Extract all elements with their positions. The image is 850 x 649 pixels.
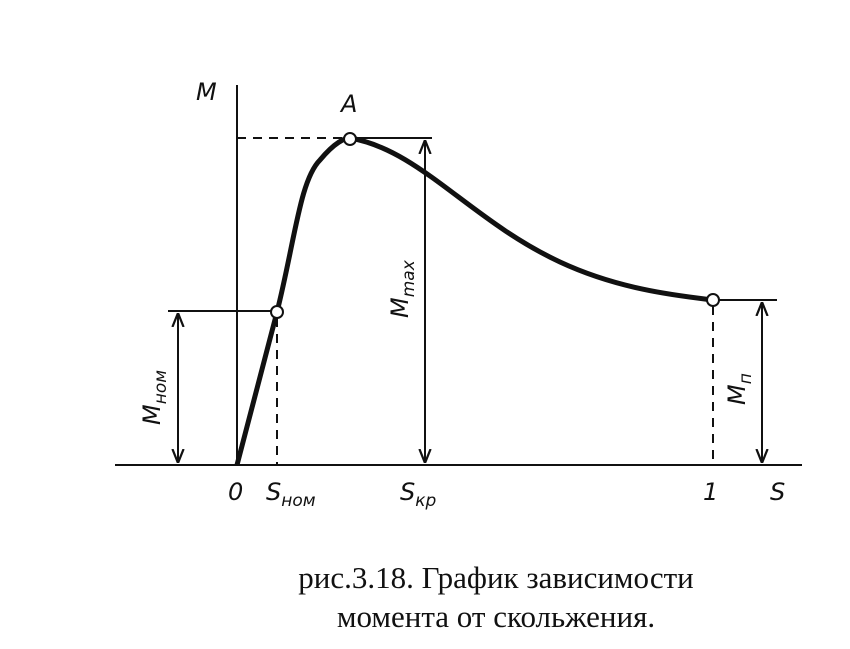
- m-p-label: Mп: [723, 373, 756, 405]
- unit-label: 1: [703, 478, 718, 506]
- label-sub: max: [399, 259, 419, 297]
- label-main: M: [723, 384, 751, 405]
- origin-label: 0: [228, 478, 243, 506]
- label-sub: ном: [151, 370, 171, 405]
- m-max-label: Mmax: [386, 259, 419, 318]
- label-main: S: [266, 478, 281, 506]
- label-main: M: [386, 297, 414, 318]
- label-sub: кр: [415, 491, 436, 511]
- caption-line: момента от скольжения.: [337, 599, 655, 634]
- caption-line: рис.3.18. График зависимости: [298, 560, 693, 595]
- peak-label: A: [339, 90, 357, 118]
- x-label: S: [770, 478, 785, 506]
- label-sub: п: [736, 373, 756, 384]
- s-kr-label: Sкр: [400, 478, 437, 511]
- label-sub: ном: [281, 491, 316, 511]
- point: [706, 293, 720, 307]
- label-main: S: [400, 478, 415, 506]
- torque-curve: [234, 135, 714, 466]
- y-label: M: [196, 78, 217, 106]
- point: [270, 305, 284, 319]
- label-main: M: [138, 404, 166, 425]
- point: [343, 132, 357, 146]
- axes: [115, 85, 802, 466]
- m-nom-label: Mном: [138, 370, 171, 425]
- s-nom-label: Sном: [266, 478, 316, 511]
